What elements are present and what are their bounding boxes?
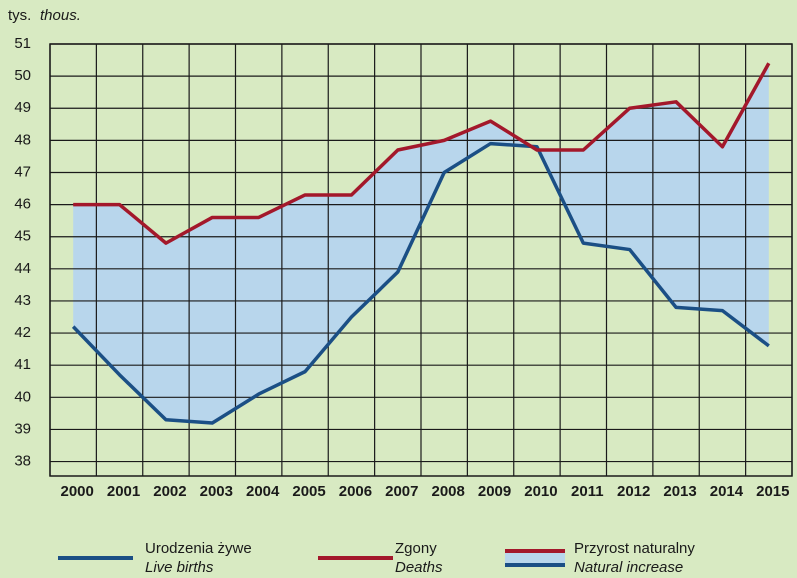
y-tick-label: 41: [14, 356, 31, 373]
x-tick-label: 2004: [246, 483, 280, 500]
x-tick-label: 2008: [432, 483, 465, 500]
y-tick-label: 47: [14, 163, 31, 180]
legend-label: Przyrost naturalny: [574, 540, 695, 557]
y-unit-label: tys.: [8, 7, 31, 24]
legend-swatch: [505, 551, 565, 565]
x-tick-label: 2005: [292, 483, 325, 500]
x-tick-label: 2001: [107, 483, 140, 500]
x-tick-label: 2010: [524, 483, 557, 500]
legend-label: Urodzenia żywe: [145, 540, 252, 557]
y-tick-label: 40: [14, 388, 31, 405]
x-tick-label: 2015: [756, 483, 789, 500]
x-tick-label: 2014: [710, 483, 744, 500]
x-tick-label: 2009: [478, 483, 511, 500]
y-tick-label: 44: [14, 260, 31, 277]
y-tick-label: 46: [14, 196, 31, 213]
y-tick-label: 48: [14, 131, 31, 148]
y-tick-label: 43: [14, 292, 31, 309]
y-tick-label: 38: [14, 453, 31, 470]
legend-label-en: Deaths: [395, 559, 443, 576]
y-tick-label: 42: [14, 324, 31, 341]
x-tick-label: 2011: [571, 483, 604, 500]
y-tick-label: 49: [14, 99, 31, 116]
plot-frame: [49, 43, 793, 477]
legend-label-en: Live births: [145, 559, 214, 576]
y-unit-label-en: thous.: [40, 7, 81, 24]
x-tick-label: 2013: [663, 483, 696, 500]
series-line: [71, 141, 770, 425]
x-tick-label: 2007: [385, 483, 418, 500]
legend-label: Zgony: [395, 540, 437, 557]
series-line: [73, 62, 771, 245]
legend-label-en: Natural increase: [574, 559, 683, 576]
x-tick-label: 2002: [153, 483, 186, 500]
x-tick-label: 2006: [339, 483, 372, 500]
y-tick-label: 50: [14, 67, 31, 84]
x-tick-label: 2012: [617, 483, 650, 500]
y-tick-label: 51: [14, 35, 31, 52]
y-tick-label: 39: [14, 420, 31, 437]
x-tick-label: 2000: [61, 483, 94, 500]
x-tick-label: 2003: [200, 483, 233, 500]
y-tick-label: 45: [14, 228, 31, 245]
